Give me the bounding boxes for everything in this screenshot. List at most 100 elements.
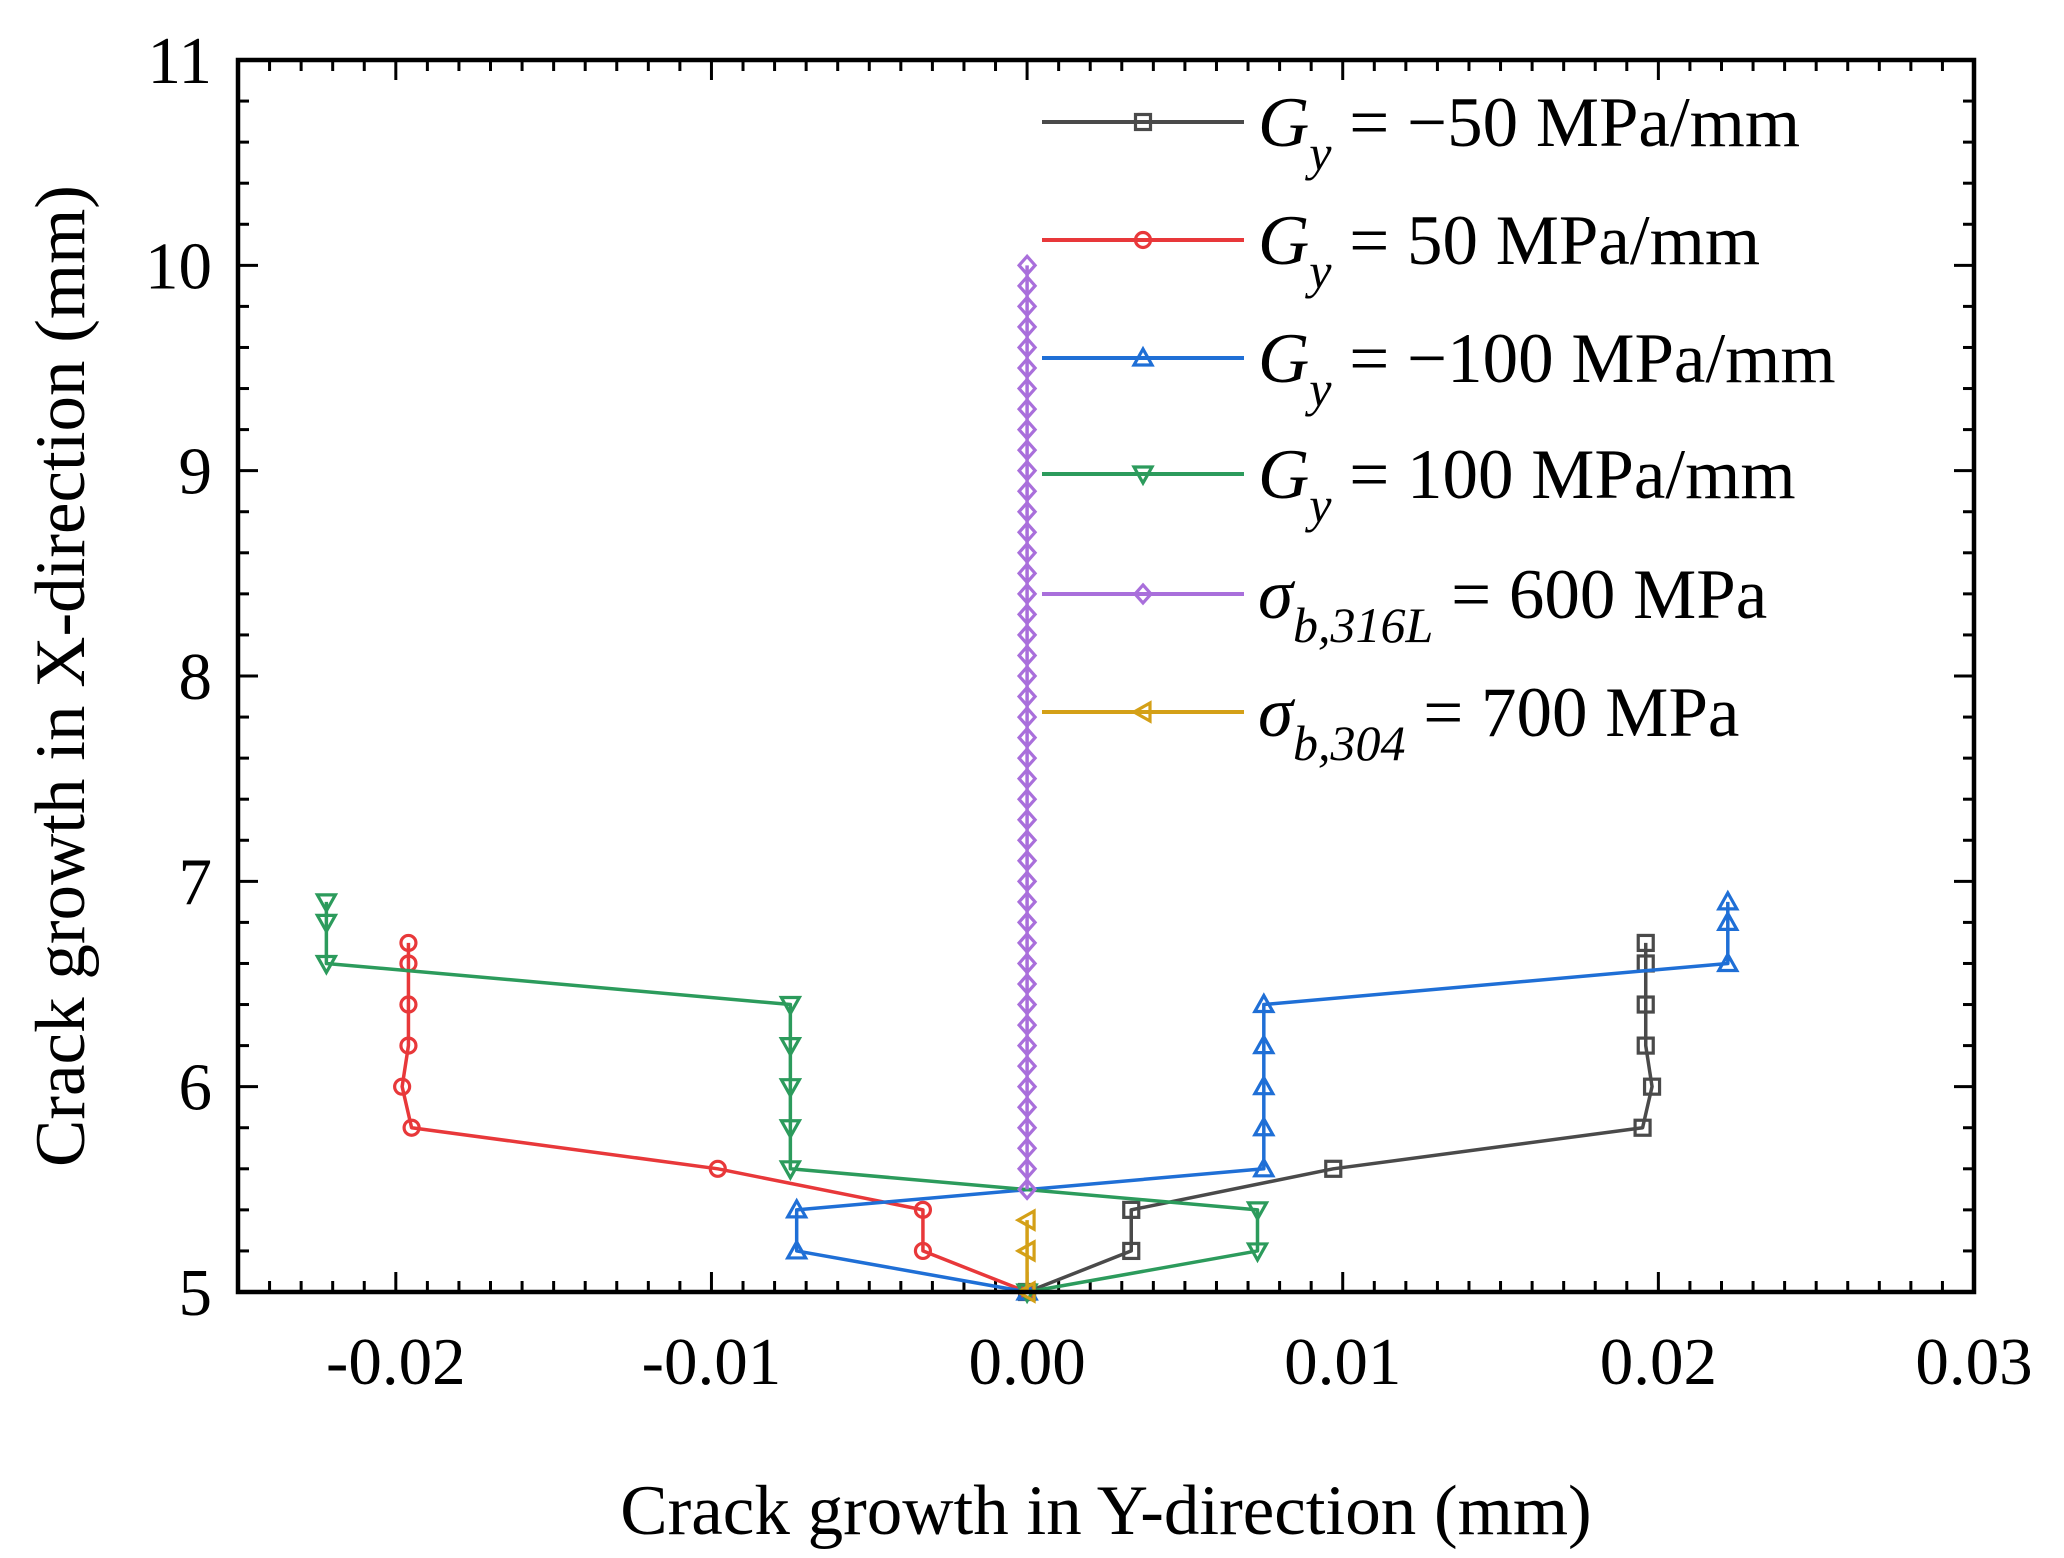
- series-1-point: [1122, 1200, 1141, 1219]
- x-tick-label: -0.01: [642, 1325, 782, 1399]
- series-1-point: [1324, 1159, 1343, 1178]
- series-5-point: [1016, 1116, 1038, 1140]
- series-5-point: [1016, 1054, 1038, 1078]
- series-3-point: [1252, 1115, 1276, 1137]
- legend-value: = 50 MPa/mm: [1331, 202, 1760, 280]
- series-2-point: [913, 1241, 933, 1261]
- x-tick-label: -0.02: [326, 1325, 466, 1399]
- x-tick-label: 0.02: [1600, 1325, 1717, 1399]
- series-5-point: [1016, 910, 1038, 934]
- series-4-point: [778, 1036, 803, 1058]
- legend-subscript: y: [1304, 125, 1332, 181]
- series-5-point: [1016, 561, 1038, 585]
- series-5-point: [1016, 582, 1038, 606]
- series-3: [784, 889, 1740, 1301]
- series-6-point: [1014, 1208, 1036, 1232]
- series-1-point: [1636, 933, 1655, 953]
- y-tick-label: 8: [179, 640, 213, 714]
- series-3-point: [1716, 889, 1740, 911]
- legend-item: σb,304 = 700 MPa: [1042, 674, 1739, 771]
- series-5-point: [1016, 644, 1038, 667]
- series-2-point: [402, 1118, 421, 1137]
- series-5-point: [1016, 972, 1038, 996]
- legend-symbol: σ: [1258, 556, 1296, 634]
- legend-label: Gy = 50 MPa/mm: [1258, 202, 1760, 299]
- series-5-point: [1016, 294, 1038, 318]
- legend-label: Gy = −50 MPa/mm: [1258, 84, 1800, 181]
- y-axis-title: Crack growth in X-direction (mm): [22, 185, 100, 1167]
- series-5-point: [1016, 849, 1038, 873]
- series-5-point: [1016, 1075, 1038, 1099]
- series-1-point: [1633, 1118, 1652, 1137]
- legend-marker: [1131, 345, 1155, 367]
- series-4-point: [778, 1119, 803, 1140]
- series-5-point: [1016, 479, 1038, 503]
- series-5-point: [1016, 1157, 1038, 1181]
- legend-marker: [1133, 230, 1153, 250]
- series-5-point: [1016, 520, 1038, 544]
- legend-symbol: G: [1258, 436, 1309, 514]
- series-2-point: [708, 1159, 727, 1178]
- legend-item: Gy = −100 MPa/mm: [1042, 320, 1836, 417]
- series-5-point: [1016, 253, 1038, 277]
- x-axis-title: Crack growth in Y-direction (mm): [620, 1472, 1591, 1550]
- legend-marker: [1131, 465, 1155, 487]
- series-5-point: [1016, 438, 1038, 462]
- legend-symbol: σ: [1258, 674, 1296, 752]
- x-tick-label: 0.01: [1284, 1325, 1401, 1399]
- y-tick-label: 10: [145, 229, 212, 303]
- legend-subscript: b,316L: [1293, 597, 1433, 653]
- legend-value: = −100 MPa/mm: [1331, 320, 1835, 398]
- legend-label: σb,304 = 700 MPa: [1258, 674, 1739, 771]
- series-5-point: [1016, 993, 1038, 1016]
- series-3-point: [1252, 1074, 1276, 1096]
- legend-subscript: y: [1304, 477, 1332, 533]
- legend-value: = 100 MPa/mm: [1331, 436, 1795, 514]
- series-2-line: [400, 942, 1028, 1294]
- legend-subscript: y: [1304, 243, 1332, 299]
- series-6-point: [1014, 1239, 1036, 1263]
- y-tick-label: 11: [147, 24, 212, 98]
- series-5-point: [1016, 1013, 1038, 1037]
- series-4-point: [778, 1160, 803, 1182]
- y-tick-label: 5: [179, 1256, 213, 1330]
- legend-symbol: G: [1258, 84, 1309, 162]
- legend-subscript: b,304: [1293, 715, 1406, 771]
- series-5-point: [1016, 500, 1038, 524]
- series-5-point: [1016, 315, 1038, 339]
- series-5-point: [1016, 1177, 1038, 1201]
- series-2-point: [399, 933, 418, 953]
- series-5-point: [1016, 685, 1038, 708]
- series-6: [1014, 1208, 1036, 1304]
- series-5-point: [1016, 623, 1038, 647]
- legend-label: Gy = −100 MPa/mm: [1258, 320, 1836, 417]
- series-5-point: [1016, 952, 1038, 975]
- series-1-line: [1026, 942, 1654, 1294]
- series-5-point: [1016, 356, 1038, 380]
- series-5-point: [1016, 746, 1038, 770]
- series-4-point: [314, 954, 339, 976]
- legend-marker: [1132, 582, 1154, 606]
- series-2: [393, 933, 1037, 1302]
- series-5-point: [1016, 274, 1038, 298]
- series-5-point: [1016, 664, 1038, 688]
- series-5-point: [1016, 541, 1038, 565]
- y-tick-label: 9: [179, 435, 213, 509]
- series-2-point: [399, 1036, 418, 1055]
- series-1-point: [1636, 995, 1655, 1014]
- series-5-point: [1016, 377, 1038, 400]
- series-4-point: [778, 1078, 803, 1099]
- series-5-point: [1016, 336, 1038, 359]
- series-5-point: [1016, 705, 1038, 729]
- x-tick-label: 0.03: [1915, 1325, 2032, 1399]
- legend-item: Gy = 100 MPa/mm: [1042, 436, 1796, 533]
- series-1-point: [1122, 1241, 1141, 1261]
- x-tick-label: 0.00: [968, 1325, 1085, 1399]
- series-2-point: [393, 1077, 412, 1096]
- legend-value: = 600 MPa: [1433, 556, 1767, 634]
- series-5-point: [1016, 869, 1038, 893]
- legend-item: Gy = −50 MPa/mm: [1042, 84, 1800, 181]
- series-1-point: [1636, 1036, 1655, 1055]
